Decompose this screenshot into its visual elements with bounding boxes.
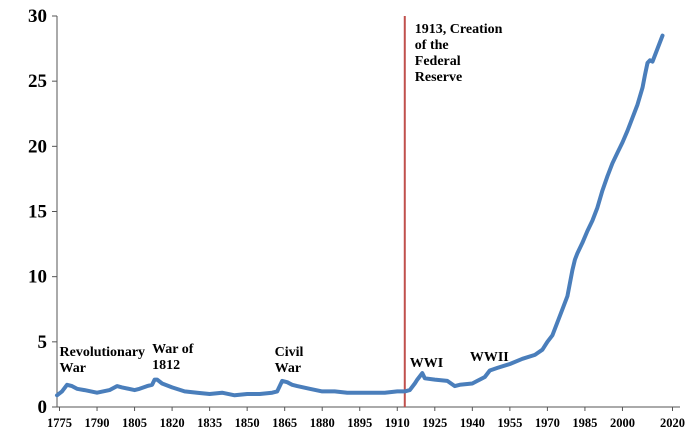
annotation-text: War <box>275 361 301 376</box>
y-tick-label: 0 <box>38 397 48 418</box>
annotation-text: of the <box>415 38 449 53</box>
x-tick-label: 1835 <box>197 416 222 430</box>
x-tick-label: 1880 <box>310 416 335 430</box>
x-tick-label: 1790 <box>85 416 110 430</box>
x-tick-label: 1925 <box>422 416 447 430</box>
y-tick-label: 15 <box>28 202 47 223</box>
x-tick-label: 1865 <box>272 416 297 430</box>
annotation-text: Revolutionary <box>60 345 146 360</box>
x-tick-label: 2020 <box>660 416 685 430</box>
y-tick-label: 20 <box>28 136 47 157</box>
x-tick-labels: 1775 1790 1805 1820 1835 1850 1865 1880 1895 1910… <box>47 416 685 430</box>
annotation-text: War of <box>152 342 194 357</box>
x-tick-label: 1895 <box>347 416 372 430</box>
annotation: WWI <box>410 356 443 371</box>
annotation: WWII <box>470 350 509 365</box>
y-tick-labels: 0 5 10 15 20 25 30 <box>28 6 47 418</box>
x-tick-label: 1775 <box>47 416 72 430</box>
x-tick-label: 1955 <box>497 416 522 430</box>
annotation-text: WWII <box>470 350 509 365</box>
y-tick-label: 25 <box>28 71 47 92</box>
annotation-text: WWI <box>410 356 443 371</box>
x-tick-label: 1910 <box>385 416 410 430</box>
y-tick-label: 30 <box>28 6 47 27</box>
annotation-text: 1812 <box>152 358 180 373</box>
x-tick-label: 1970 <box>535 416 560 430</box>
x-tick-label: 1850 <box>235 416 260 430</box>
series-group <box>55 33 665 398</box>
annotation-text: 1913, Creation <box>415 22 503 37</box>
y-tick-label: 10 <box>28 267 47 288</box>
x-tick-label: 1985 <box>572 416 597 430</box>
series-line <box>55 33 665 398</box>
x-tick-label: 1805 <box>122 416 147 430</box>
x-tick-label: 1820 <box>160 416 185 430</box>
annotation-text: Civil <box>275 345 304 360</box>
axes <box>52 15 680 411</box>
annotation-text: Reserve <box>415 70 462 85</box>
y-tick-label: 5 <box>38 332 48 353</box>
x-tick-label: 1940 <box>460 416 485 430</box>
annotation-text: War <box>60 361 86 376</box>
x-tick-label: 2000 <box>610 416 635 430</box>
annotation-text: Federal <box>415 54 461 69</box>
